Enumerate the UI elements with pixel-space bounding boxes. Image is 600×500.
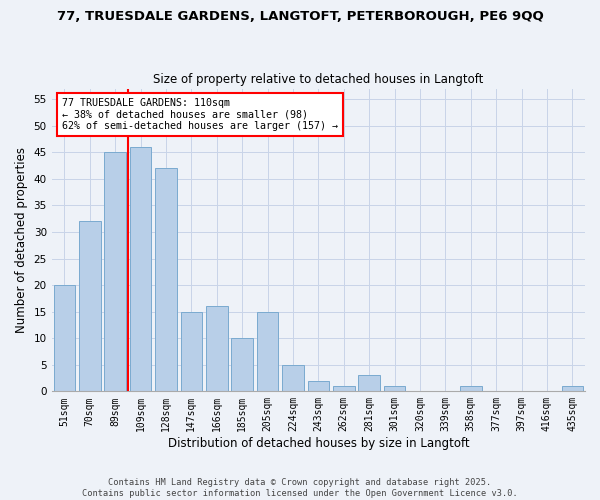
Bar xyxy=(232,338,253,392)
Bar xyxy=(206,306,227,392)
Bar xyxy=(130,147,151,392)
Bar xyxy=(155,168,177,392)
Text: 77, TRUESDALE GARDENS, LANGTOFT, PETERBOROUGH, PE6 9QQ: 77, TRUESDALE GARDENS, LANGTOFT, PETERBO… xyxy=(56,10,544,23)
Bar xyxy=(257,312,278,392)
Bar xyxy=(308,380,329,392)
Bar xyxy=(181,312,202,392)
Bar xyxy=(282,365,304,392)
Bar xyxy=(53,285,75,392)
Bar xyxy=(562,386,583,392)
Text: 77 TRUESDALE GARDENS: 110sqm
← 38% of detached houses are smaller (98)
62% of se: 77 TRUESDALE GARDENS: 110sqm ← 38% of de… xyxy=(62,98,338,131)
Bar xyxy=(384,386,406,392)
Text: Contains HM Land Registry data © Crown copyright and database right 2025.
Contai: Contains HM Land Registry data © Crown c… xyxy=(82,478,518,498)
X-axis label: Distribution of detached houses by size in Langtoft: Distribution of detached houses by size … xyxy=(167,437,469,450)
Bar xyxy=(460,386,482,392)
Bar xyxy=(333,386,355,392)
Bar xyxy=(358,376,380,392)
Title: Size of property relative to detached houses in Langtoft: Size of property relative to detached ho… xyxy=(153,73,484,86)
Bar xyxy=(104,152,126,392)
Y-axis label: Number of detached properties: Number of detached properties xyxy=(15,147,28,333)
Bar xyxy=(79,222,101,392)
